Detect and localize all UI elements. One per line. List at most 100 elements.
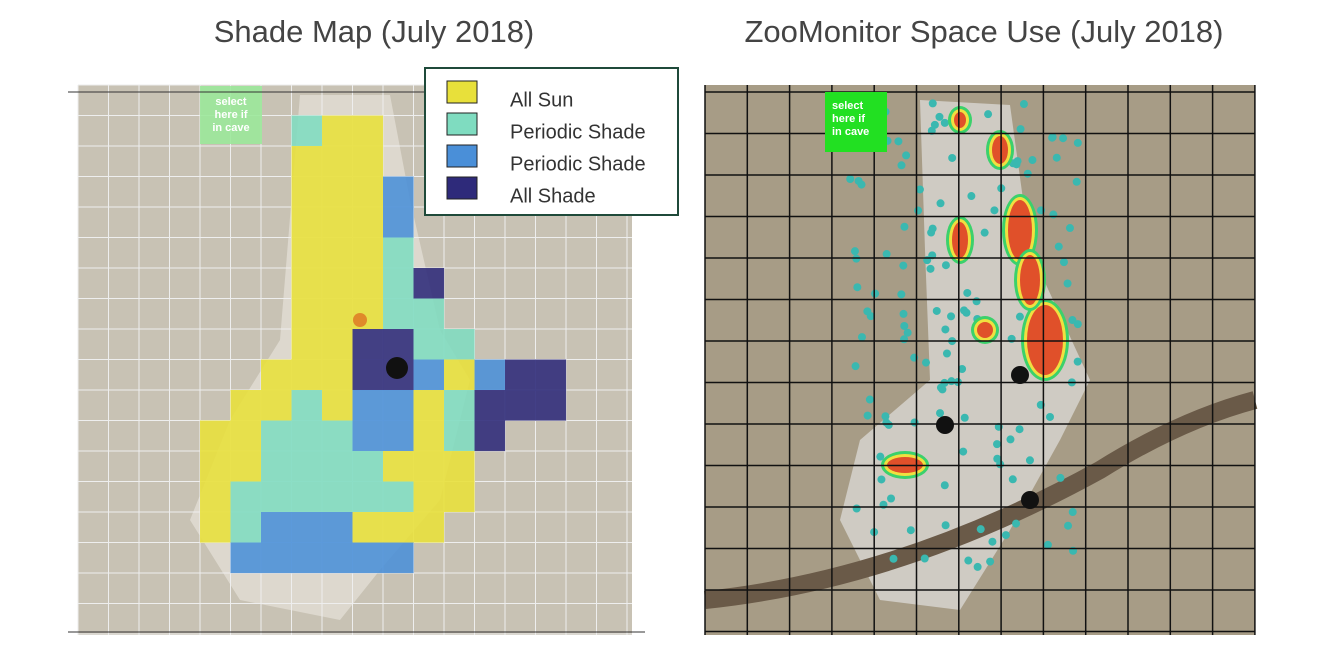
heat-spot [863,411,872,420]
shade-cell [291,542,323,574]
shade-cell [291,420,323,452]
legend-swatch [446,112,478,136]
heat-spot [900,321,909,330]
shade-cell [413,390,445,421]
shade-cell [261,390,292,421]
shade-cell [383,268,414,299]
heat-spot [876,452,885,461]
heat-spot [986,557,995,566]
shade-cell [200,481,231,513]
shade-cells [200,115,567,574]
heat-spot [1023,169,1032,178]
shade-cell [444,329,475,360]
shade-cell [413,451,445,482]
feature [936,416,954,434]
shade-cell [322,207,353,238]
heat-spot [894,137,903,146]
shade-cell [413,420,445,452]
heat-spot [852,504,861,513]
shade-cell [261,359,292,391]
shade-cell [352,390,384,421]
heat-spot [882,250,891,259]
heat-spot [1019,100,1028,109]
shade-cell [230,420,262,452]
heat-spot [1073,320,1082,329]
shade-cell [383,237,414,269]
shade-cell [383,451,414,482]
shade-cell [352,207,384,238]
heat-spot [941,261,950,270]
heat-zone [954,112,966,128]
cave-box [825,92,887,152]
heat-spot [1025,456,1034,465]
shade-cell [322,237,353,269]
shade-cell [291,115,323,147]
heat-spot [899,309,908,318]
heat-zone [1020,255,1040,305]
shade-cell [230,542,262,574]
heat-spot [865,395,874,404]
shade-cell [322,115,353,147]
shade-cell [383,420,414,452]
shade-cell [322,512,353,543]
cave-box [200,86,262,144]
shade-cell [261,451,292,482]
right-title: ZooMonitor Space Use (July 2018) [744,14,1223,49]
heat-spot [976,525,985,534]
shade-cell [413,481,445,513]
shade-cell [413,359,445,391]
heat-spot [927,228,936,237]
heat-spot [1006,435,1015,444]
shade-cell [444,420,475,452]
heat-spot [936,409,945,418]
shade-cell [352,451,384,482]
shade-cell [261,481,292,513]
shade-cell [352,115,384,147]
heat-spot [1073,357,1082,366]
map-grid [704,85,1256,635]
shade-cell [261,512,292,543]
shade-cell [535,390,567,421]
heat-spot [959,447,968,456]
shade-cell [413,512,445,543]
heat-spot [903,328,912,337]
shade-cell [413,298,445,330]
shade-cell [505,359,536,391]
heat-zone [1027,305,1063,375]
heat-spot [853,283,862,292]
cave-label: select here if in cave [832,100,869,138]
heat-spot [930,120,939,129]
heat-spot [1015,312,1024,321]
shade-cell [291,481,323,513]
heat-spot [973,562,982,571]
heat-spot [1064,521,1073,530]
shade-cell [230,390,262,421]
legend-swatch [446,144,478,168]
heat-spots [846,99,1082,571]
heat-spot [1065,224,1074,233]
legend-label: All Shade [510,185,596,207]
shade-cell [291,359,323,391]
heat-spot [915,185,924,194]
shade-cell [474,390,506,421]
heat-spot [1059,134,1068,143]
shade-cell [352,542,384,574]
shade-cell [322,359,353,391]
heat-spot [851,362,860,371]
shade-cell [383,390,414,421]
heat-spot [936,199,945,208]
shade-cell [413,268,445,299]
heat-spot [941,521,950,530]
shade-cell [291,237,323,269]
heat-spot [1052,153,1061,162]
heat-spot [947,312,956,321]
shade-cell [291,176,323,208]
heat-spot [958,364,967,373]
shade-cell [322,176,353,208]
shade-cell [322,420,353,452]
shade-cell [352,268,384,299]
heat-spot [972,297,981,306]
heat-spot [1073,138,1082,147]
